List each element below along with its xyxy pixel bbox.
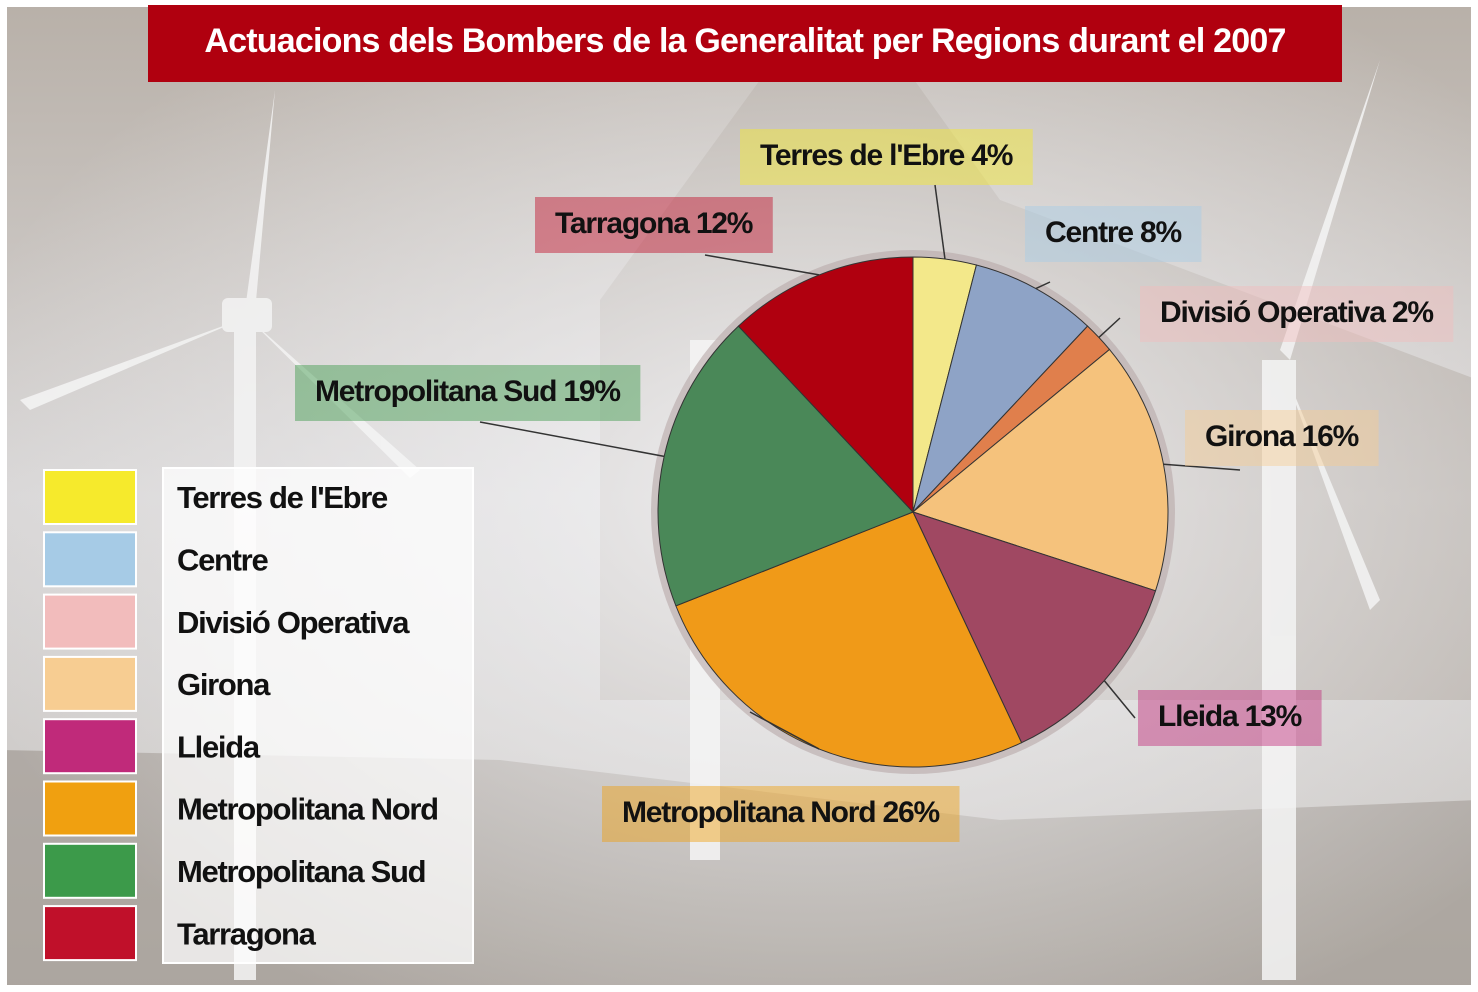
data-label: Metropolitana Sud 19% — [315, 375, 620, 408]
legend-swatch — [43, 655, 137, 712]
leader-line — [934, 184, 946, 260]
legend-swatch — [43, 531, 137, 588]
legend-swatch — [43, 905, 137, 962]
data-label: Centre 8% — [1045, 216, 1181, 249]
leader-line — [704, 254, 820, 276]
legend-swatch — [43, 593, 137, 650]
data-label-box — [740, 129, 1033, 185]
legend-box — [162, 467, 474, 964]
data-label-box — [1185, 410, 1379, 466]
legend-label: Terres de l'Ebre — [177, 480, 388, 515]
legend-label: Metropolitana Nord — [177, 792, 438, 827]
data-label: Lleida 13% — [1158, 700, 1302, 733]
chart-title: Actuacions dels Bombers de la Generalita… — [204, 22, 1285, 60]
title-bar — [148, 5, 1342, 82]
legend-label: Divisió Operativa — [177, 605, 410, 640]
legend-swatch — [43, 780, 137, 837]
data-label: Divisió Operativa 2% — [1160, 296, 1433, 329]
legend-swatch — [43, 718, 137, 775]
leader-line — [1103, 680, 1136, 719]
data-label-box — [1138, 690, 1322, 746]
legend-label: Tarragona — [177, 916, 317, 951]
data-label-box — [1025, 206, 1202, 262]
legend-swatch — [43, 842, 137, 899]
pie-slice — [657, 325, 914, 607]
data-label: Metropolitana Nord 26% — [622, 796, 939, 829]
pie-slice — [737, 256, 914, 514]
data-label-box — [602, 786, 960, 842]
legend-swatch — [43, 469, 137, 525]
legend-label: Lleida — [177, 729, 261, 764]
pie-slice — [911, 348, 1169, 592]
legend-label: Metropolitana Sud — [177, 854, 425, 889]
legend-label: Centre — [177, 542, 268, 577]
leader-line — [1098, 317, 1121, 338]
leader-line — [749, 711, 820, 750]
leader-line — [1035, 281, 1051, 290]
legend-label: Girona — [177, 667, 271, 702]
data-label-box — [295, 365, 641, 421]
data-label: Girona 16% — [1205, 420, 1359, 453]
data-label: Tarragona 12% — [555, 207, 753, 240]
data-label-box — [535, 197, 773, 253]
pie-slice — [912, 511, 1157, 744]
data-label: Terres de l'Ebre 4% — [760, 139, 1013, 172]
data-label-box — [1140, 286, 1454, 342]
leader-line — [479, 421, 665, 458]
leader-line — [1163, 463, 1241, 471]
